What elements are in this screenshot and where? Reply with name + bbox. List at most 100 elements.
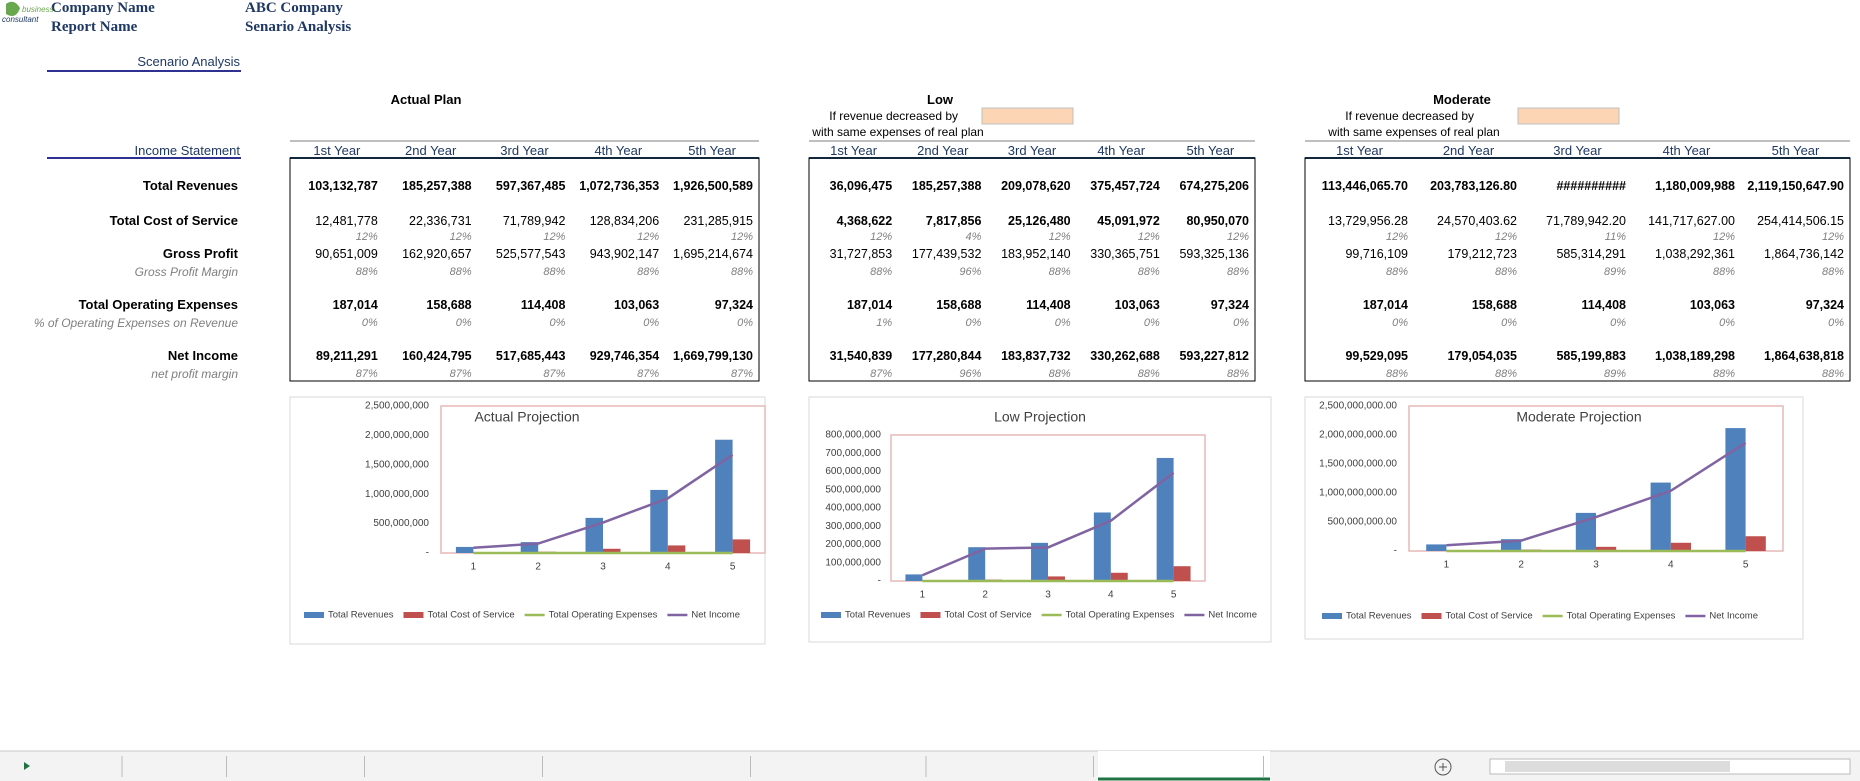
sheet-tab[interactable]: Depriciation and Amortisation [541,754,763,773]
cell: 185,257,388 [402,179,472,193]
sheet-tab[interactable]: ... [49,754,65,773]
sheet-tab[interactable]: Fixed Asset Details [360,754,506,773]
cell: 96% [959,266,982,278]
y-tick-label: 400,000,000 [825,503,881,514]
cell: 185,257,388 [911,179,982,193]
y-tick-label: 500,000,000.00 [1327,517,1397,528]
cell: 1,038,189,298 [1655,349,1735,363]
cell: 88% [1137,368,1160,380]
cell: 97,324 [1210,298,1249,312]
cell: 87% [730,368,753,380]
cell: 1,072,736,353 [579,179,660,193]
bar [1650,482,1671,551]
y-tick-label: 2,000,000,000.00 [1319,430,1397,441]
cell: 0% [361,317,378,329]
row-label: Gross Profit [162,246,238,261]
cell: 593,227,812 [1179,349,1249,363]
cell: 0% [1143,317,1160,329]
legend-swatch [821,612,841,618]
bar [585,517,603,553]
cell: 597,367,485 [495,179,566,193]
cell: 97,324 [1805,298,1844,312]
legend-label: Total Operating Expenses [1567,611,1676,622]
cell: 12% [637,231,660,243]
cell: 88% [355,266,378,278]
bar [1745,536,1766,551]
cell: 87% [870,368,893,380]
cell: 1,926,500,589 [673,179,753,193]
y-tick-label: - [426,548,429,559]
y-tick-label: 2,000,000,000 [365,430,429,441]
legend-label: Net Income [1709,611,1758,622]
cell: 114,408 [1581,298,1627,312]
sheet-tab[interactable]: Sensitivity Analysis [1104,754,1264,773]
cell: 0% [737,317,753,329]
cell: 96% [959,368,982,380]
cell: 12% [1821,231,1844,243]
cell: 160,424,795 [402,349,472,363]
sheet-tab[interactable]: Break-Even Analysis [925,754,1081,773]
bar [1501,539,1522,551]
bar [968,547,986,581]
y-tick-label: - [878,576,881,587]
cell: 12% [1494,231,1517,243]
company-name: ABC Company [245,0,343,16]
bar [1575,512,1596,551]
cell: 88% [449,266,472,278]
sheet-tab[interactable]: Income Statement [88,754,226,773]
chart-frame [1304,396,1804,640]
cell: 158,688 [426,298,472,312]
cell: 187,014 [1362,298,1408,312]
y-tick-label: - [1394,546,1397,557]
cell: 12% [870,231,893,243]
cell: 1,695,214,674 [673,247,753,261]
legend-label: Total Cost of Service [944,610,1031,621]
y-tick-label: 800,000,000 [825,430,881,441]
cell: 330,262,688 [1090,349,1160,363]
scrollbar-thumb[interactable] [1505,761,1730,772]
bar [1173,566,1191,581]
cell: 4% [965,231,982,243]
cell: 1,180,009,988 [1655,179,1735,193]
column-header: 5th Year [688,143,736,158]
cell: 0% [1828,317,1844,329]
sheet-tab[interactable]: Startup Cost [801,754,897,773]
cell: 179,054,035 [1447,349,1517,363]
sheet-tab[interactable]: Project Evaluat [1285,754,1401,773]
x-tick-label: 2 [1518,560,1524,571]
x-tick-label: 1 [1444,560,1450,571]
chart-title: Low Projection [994,409,1086,425]
bar [1446,550,1467,551]
cell: 88% [1385,266,1408,278]
cell: 158,688 [1471,298,1517,312]
legend-label: Net Income [691,610,740,621]
cell: 0% [455,317,472,329]
chart-title: Actual Projection [474,409,579,425]
logo-text: business [22,5,54,14]
cell: 187,014 [332,298,378,312]
tab-scroll-arrow[interactable] [24,762,30,770]
cell: 99,529,095 [1345,349,1408,363]
cell: 158,688 [936,298,982,312]
cell: 1,864,736,142 [1764,247,1844,261]
column-header: 4th Year [594,143,643,158]
y-tick-label: 1,500,000,000.00 [1319,459,1397,470]
cell: 12% [1048,231,1071,243]
cell: 103,063 [1114,298,1160,312]
cell: 88% [1048,368,1071,380]
cell: 203,783,126.80 [1430,179,1517,193]
y-tick-label: 1,000,000,000 [365,489,429,500]
cell: 113,446,065.70 [1321,179,1408,193]
cell: 88% [1712,368,1735,380]
horizontal-scrollbar[interactable] [1489,758,1851,775]
cell: 88% [1821,266,1844,278]
column-header: 3rd Year [1007,143,1057,158]
sheet-tab[interactable]: CashFlow [258,754,334,773]
cell: 103,063 [614,298,660,312]
y-tick-label: 300,000,000 [825,521,881,532]
bar [1156,457,1174,581]
cell: 90,651,009 [315,247,378,261]
add-sheet-button[interactable] [1434,758,1452,776]
column-header: 1st Year [313,143,361,158]
cell: 0% [1233,317,1249,329]
